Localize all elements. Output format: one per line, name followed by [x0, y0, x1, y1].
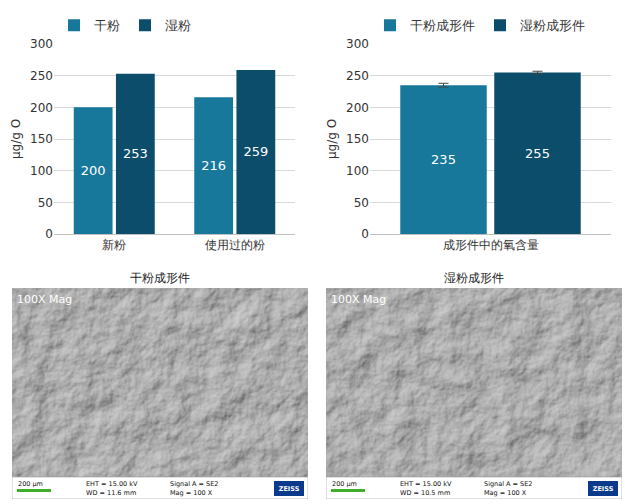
- svg-text:250: 250: [30, 69, 53, 83]
- svg-text:EHT = 15.00 kV: EHT = 15.00 kV: [400, 480, 452, 488]
- svg-text:150: 150: [346, 132, 369, 146]
- svg-text:200: 200: [81, 163, 106, 178]
- svg-text:湿粉成形件: 湿粉成形件: [520, 18, 585, 33]
- svg-text:259: 259: [243, 144, 268, 159]
- svg-text:100: 100: [346, 164, 369, 178]
- svg-text:新粉: 新粉: [102, 238, 126, 252]
- svg-text:使用过的粉: 使用过的粉: [205, 238, 265, 252]
- svg-text:0: 0: [361, 227, 369, 241]
- svg-text:Mag = 100 X: Mag = 100 X: [484, 489, 527, 497]
- svg-text:50: 50: [354, 196, 369, 210]
- svg-text:253: 253: [123, 146, 148, 161]
- svg-text:200 µm: 200 µm: [18, 480, 43, 488]
- svg-text:成形件中的氧含量: 成形件中的氧含量: [443, 238, 539, 252]
- svg-text:EHT = 15.00 kV: EHT = 15.00 kV: [86, 480, 138, 488]
- svg-text:250: 250: [346, 69, 369, 83]
- svg-text:100: 100: [30, 164, 53, 178]
- html-text:干粉成形件: 干粉成形件: [130, 271, 190, 285]
- svg-text:WD = 10.5 mm: WD = 10.5 mm: [400, 489, 450, 497]
- svg-text:255: 255: [525, 146, 550, 161]
- svg-text:50: 50: [38, 196, 53, 210]
- svg-text:Signal A = SE2: Signal A = SE2: [484, 480, 532, 488]
- svg-text:ZEISS: ZEISS: [593, 485, 614, 493]
- svg-text:Signal A = SE2: Signal A = SE2: [170, 480, 218, 488]
- svg-text:100X Mag: 100X Mag: [331, 293, 386, 306]
- svg-text:235: 235: [431, 152, 456, 167]
- svg-text:200: 200: [30, 101, 53, 115]
- svg-text:干粉: 干粉: [94, 18, 120, 33]
- svg-text:300: 300: [30, 37, 53, 51]
- svg-text:μg/g O: μg/g O: [325, 119, 339, 159]
- svg-text:μg/g O: μg/g O: [9, 119, 23, 159]
- svg-text:150: 150: [30, 132, 53, 146]
- svg-text:Mag = 100 X: Mag = 100 X: [170, 489, 213, 497]
- svg-text:100X Mag: 100X Mag: [17, 293, 72, 306]
- svg-text:ZEISS: ZEISS: [279, 485, 300, 493]
- svg-text:300: 300: [346, 37, 369, 51]
- html-text:湿粉成形件: 湿粉成形件: [444, 271, 504, 285]
- svg-text:200: 200: [346, 101, 369, 115]
- svg-text:干粉成形件: 干粉成形件: [410, 18, 475, 33]
- svg-text:WD = 11.6 mm: WD = 11.6 mm: [86, 489, 136, 497]
- svg-text:0: 0: [45, 227, 53, 241]
- svg-text:216: 216: [201, 158, 226, 173]
- svg-text:湿粉: 湿粉: [165, 18, 191, 33]
- svg-text:200 µm: 200 µm: [332, 480, 357, 488]
